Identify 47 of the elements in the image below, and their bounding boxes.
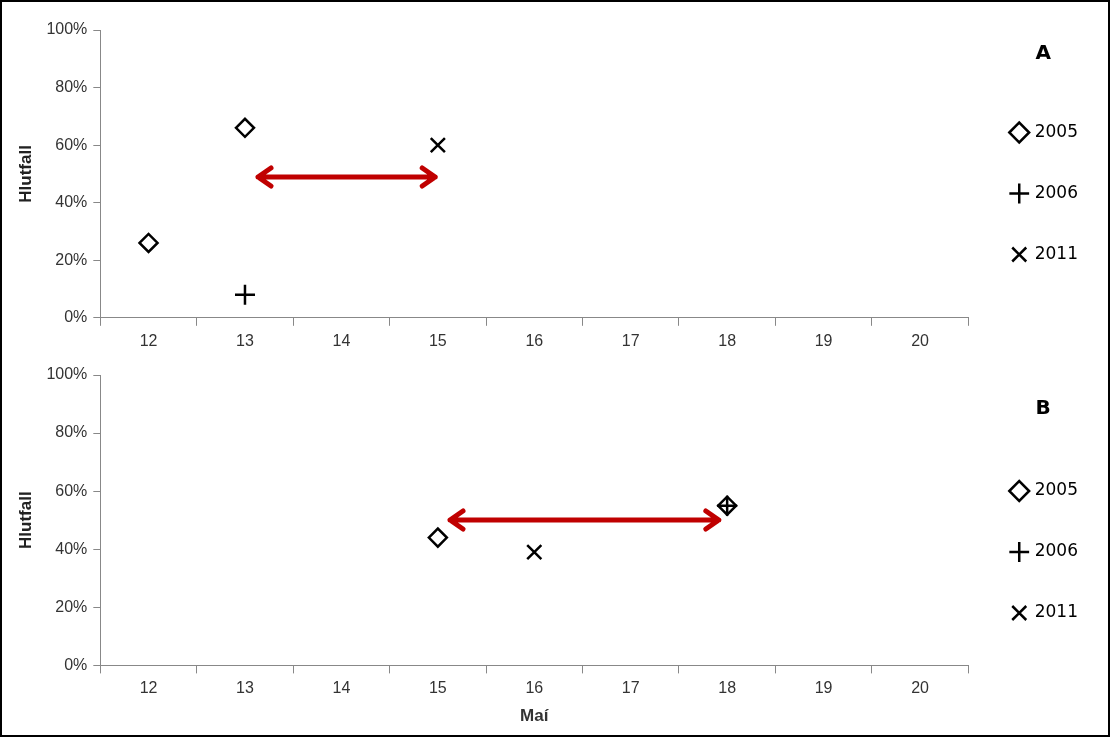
legend-label: 2006 [1034, 181, 1078, 202]
y-tick-label: 20% [55, 250, 88, 268]
legend-label: 2005 [1034, 479, 1078, 500]
y-tick-label: 20% [55, 597, 88, 615]
point [525, 543, 543, 561]
x-tick-label: 17 [621, 331, 640, 349]
legend-label: 2011 [1034, 601, 1078, 622]
x-tick-label: 14 [332, 331, 351, 349]
y-tick-label: 100% [46, 365, 88, 383]
x-tick-label: 16 [525, 331, 544, 349]
text: B [1035, 395, 1051, 420]
y-tick-label: 80% [55, 423, 88, 441]
y-tick-label: 80% [55, 77, 88, 95]
point [233, 283, 257, 307]
y-axis-title: Hlutfall [15, 491, 35, 549]
y-tick-label: 40% [55, 193, 88, 211]
x-tick-label: 17 [621, 679, 640, 697]
x-tick-label: 18 [718, 331, 737, 349]
x-axis-title: Maí [520, 706, 550, 726]
y-tick-label: 0% [64, 308, 88, 326]
x-tick-label: 12 [139, 679, 158, 697]
legend-label: 2011 [1034, 242, 1078, 263]
x-tick-label: 18 [718, 679, 737, 697]
x-tick-label: 14 [332, 679, 351, 697]
point [427, 527, 449, 548]
text: A [1035, 40, 1052, 65]
point [234, 117, 256, 139]
y-tick-label: 40% [55, 539, 88, 557]
x-tick-label: 19 [814, 331, 833, 349]
y-tick-label: 0% [64, 655, 88, 673]
y-axis-title: Hlutfall [15, 145, 35, 203]
y-tick-label: 60% [55, 135, 88, 153]
x-tick-label: 13 [236, 679, 254, 697]
x-tick-label: 15 [428, 679, 447, 697]
x-tick-label: 16 [525, 679, 544, 697]
x-tick-label: 15 [428, 331, 447, 349]
point [138, 232, 159, 254]
legend-label: 2006 [1034, 540, 1078, 561]
y-tick-label: 100% [46, 20, 88, 38]
x-tick-label: 20 [911, 679, 930, 697]
x-tick-label: 20 [911, 331, 930, 349]
y-tick-label: 60% [55, 481, 88, 499]
legend-label: 2005 [1034, 120, 1078, 141]
x-tick-label: 19 [814, 679, 833, 697]
x-tick-label: 12 [139, 331, 158, 349]
point [429, 136, 447, 154]
x-tick-label: 13 [236, 331, 254, 349]
